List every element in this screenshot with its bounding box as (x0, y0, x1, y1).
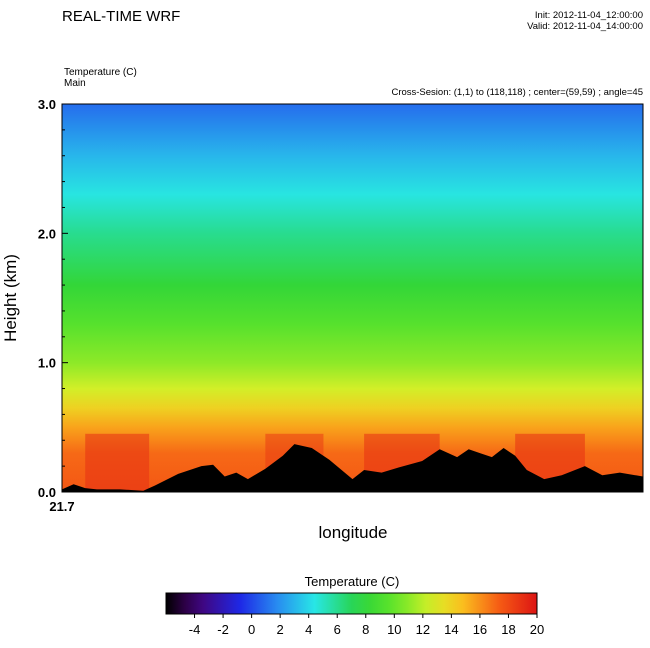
colorbar-tick-label: 10 (387, 622, 401, 637)
page-title: REAL-TIME WRF (62, 8, 181, 25)
colorbar-tick-label: 4 (305, 622, 312, 637)
colorbar-ticks: -4 -2 0 2 4 6 8 10 12 14 16 18 20 (189, 614, 544, 637)
colorbar-tick-label: 14 (444, 622, 458, 637)
cross-section-info: Cross-Sesion: (1,1) to (118,118) ; cente… (391, 87, 643, 98)
init-time: Init: 2012-11-04_12:00:00 (534, 10, 643, 21)
colorbar-tick-label: -2 (217, 622, 229, 637)
colorbar-tick-label: 6 (334, 622, 341, 637)
colorbar-tick-label: 2 (277, 622, 284, 637)
terrain (62, 444, 643, 492)
temperature-field (62, 104, 643, 492)
colorbar-tick-label: 16 (473, 622, 487, 637)
colorbar-tick-label: 0 (248, 622, 255, 637)
y-tick-label: 2.0 (38, 226, 56, 241)
colorbar (165, 592, 538, 615)
field-name: Temperature (C) (64, 67, 137, 78)
y-axis: 0.0 1.0 2.0 3.0 (38, 97, 68, 500)
y-axis-title: Height (km) (1, 254, 20, 342)
valid-time: Valid: 2012-11-04_14:00:00 (527, 21, 643, 32)
colorbar-tick-label: 8 (362, 622, 369, 637)
y-tick-label: 1.0 (38, 356, 56, 371)
x-axis-title: longitude (318, 523, 387, 542)
plot-frame (61, 103, 644, 493)
x-axis: 21.7 (49, 499, 74, 514)
warm-cell (85, 433, 150, 492)
y-tick-label: 0.0 (38, 485, 56, 500)
x-tick-label: 21.7 (49, 499, 74, 514)
colorbar-tick-label: -4 (189, 622, 201, 637)
colorbar-title: Temperature (C) (305, 574, 400, 589)
colorbar-tick-label: 12 (416, 622, 430, 637)
field-subtitle: Main (64, 78, 86, 89)
colorbar-tick-label: 18 (501, 622, 515, 637)
colorbar-tick-label: 20 (530, 622, 544, 637)
y-tick-label: 3.0 (38, 97, 56, 112)
